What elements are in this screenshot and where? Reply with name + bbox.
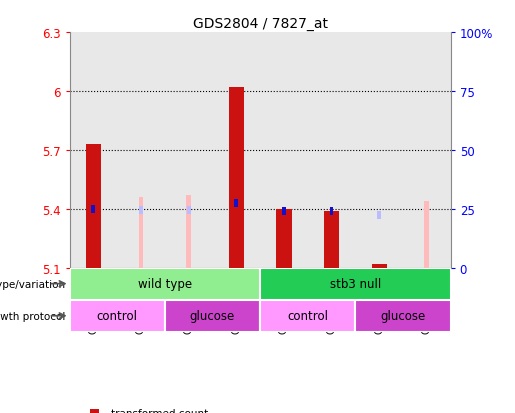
Text: growth protocol: growth protocol <box>0 311 66 321</box>
Bar <box>139 197 143 268</box>
Bar <box>424 202 429 268</box>
Bar <box>85 145 101 268</box>
Bar <box>70 268 260 300</box>
Text: control: control <box>287 309 328 323</box>
Bar <box>70 300 165 332</box>
Bar <box>330 207 333 215</box>
Bar <box>371 264 387 268</box>
Bar <box>229 88 244 268</box>
Bar <box>260 300 355 332</box>
Bar <box>377 211 381 219</box>
Bar <box>92 205 95 213</box>
Bar <box>355 300 451 332</box>
Bar <box>187 206 191 214</box>
Bar <box>276 209 291 268</box>
Bar <box>260 268 451 300</box>
Bar <box>282 207 286 215</box>
Bar <box>139 206 143 214</box>
Bar <box>324 211 339 268</box>
Text: transformed count: transformed count <box>111 408 208 413</box>
Text: stb3 null: stb3 null <box>330 278 381 290</box>
Bar <box>234 199 238 207</box>
Text: wild type: wild type <box>138 278 192 290</box>
Text: genotype/variation: genotype/variation <box>0 279 66 289</box>
Text: glucose: glucose <box>190 309 235 323</box>
Text: glucose: glucose <box>381 309 425 323</box>
Bar <box>186 195 191 268</box>
Title: GDS2804 / 7827_at: GDS2804 / 7827_at <box>193 17 328 31</box>
Bar <box>165 300 260 332</box>
Text: control: control <box>97 309 138 323</box>
